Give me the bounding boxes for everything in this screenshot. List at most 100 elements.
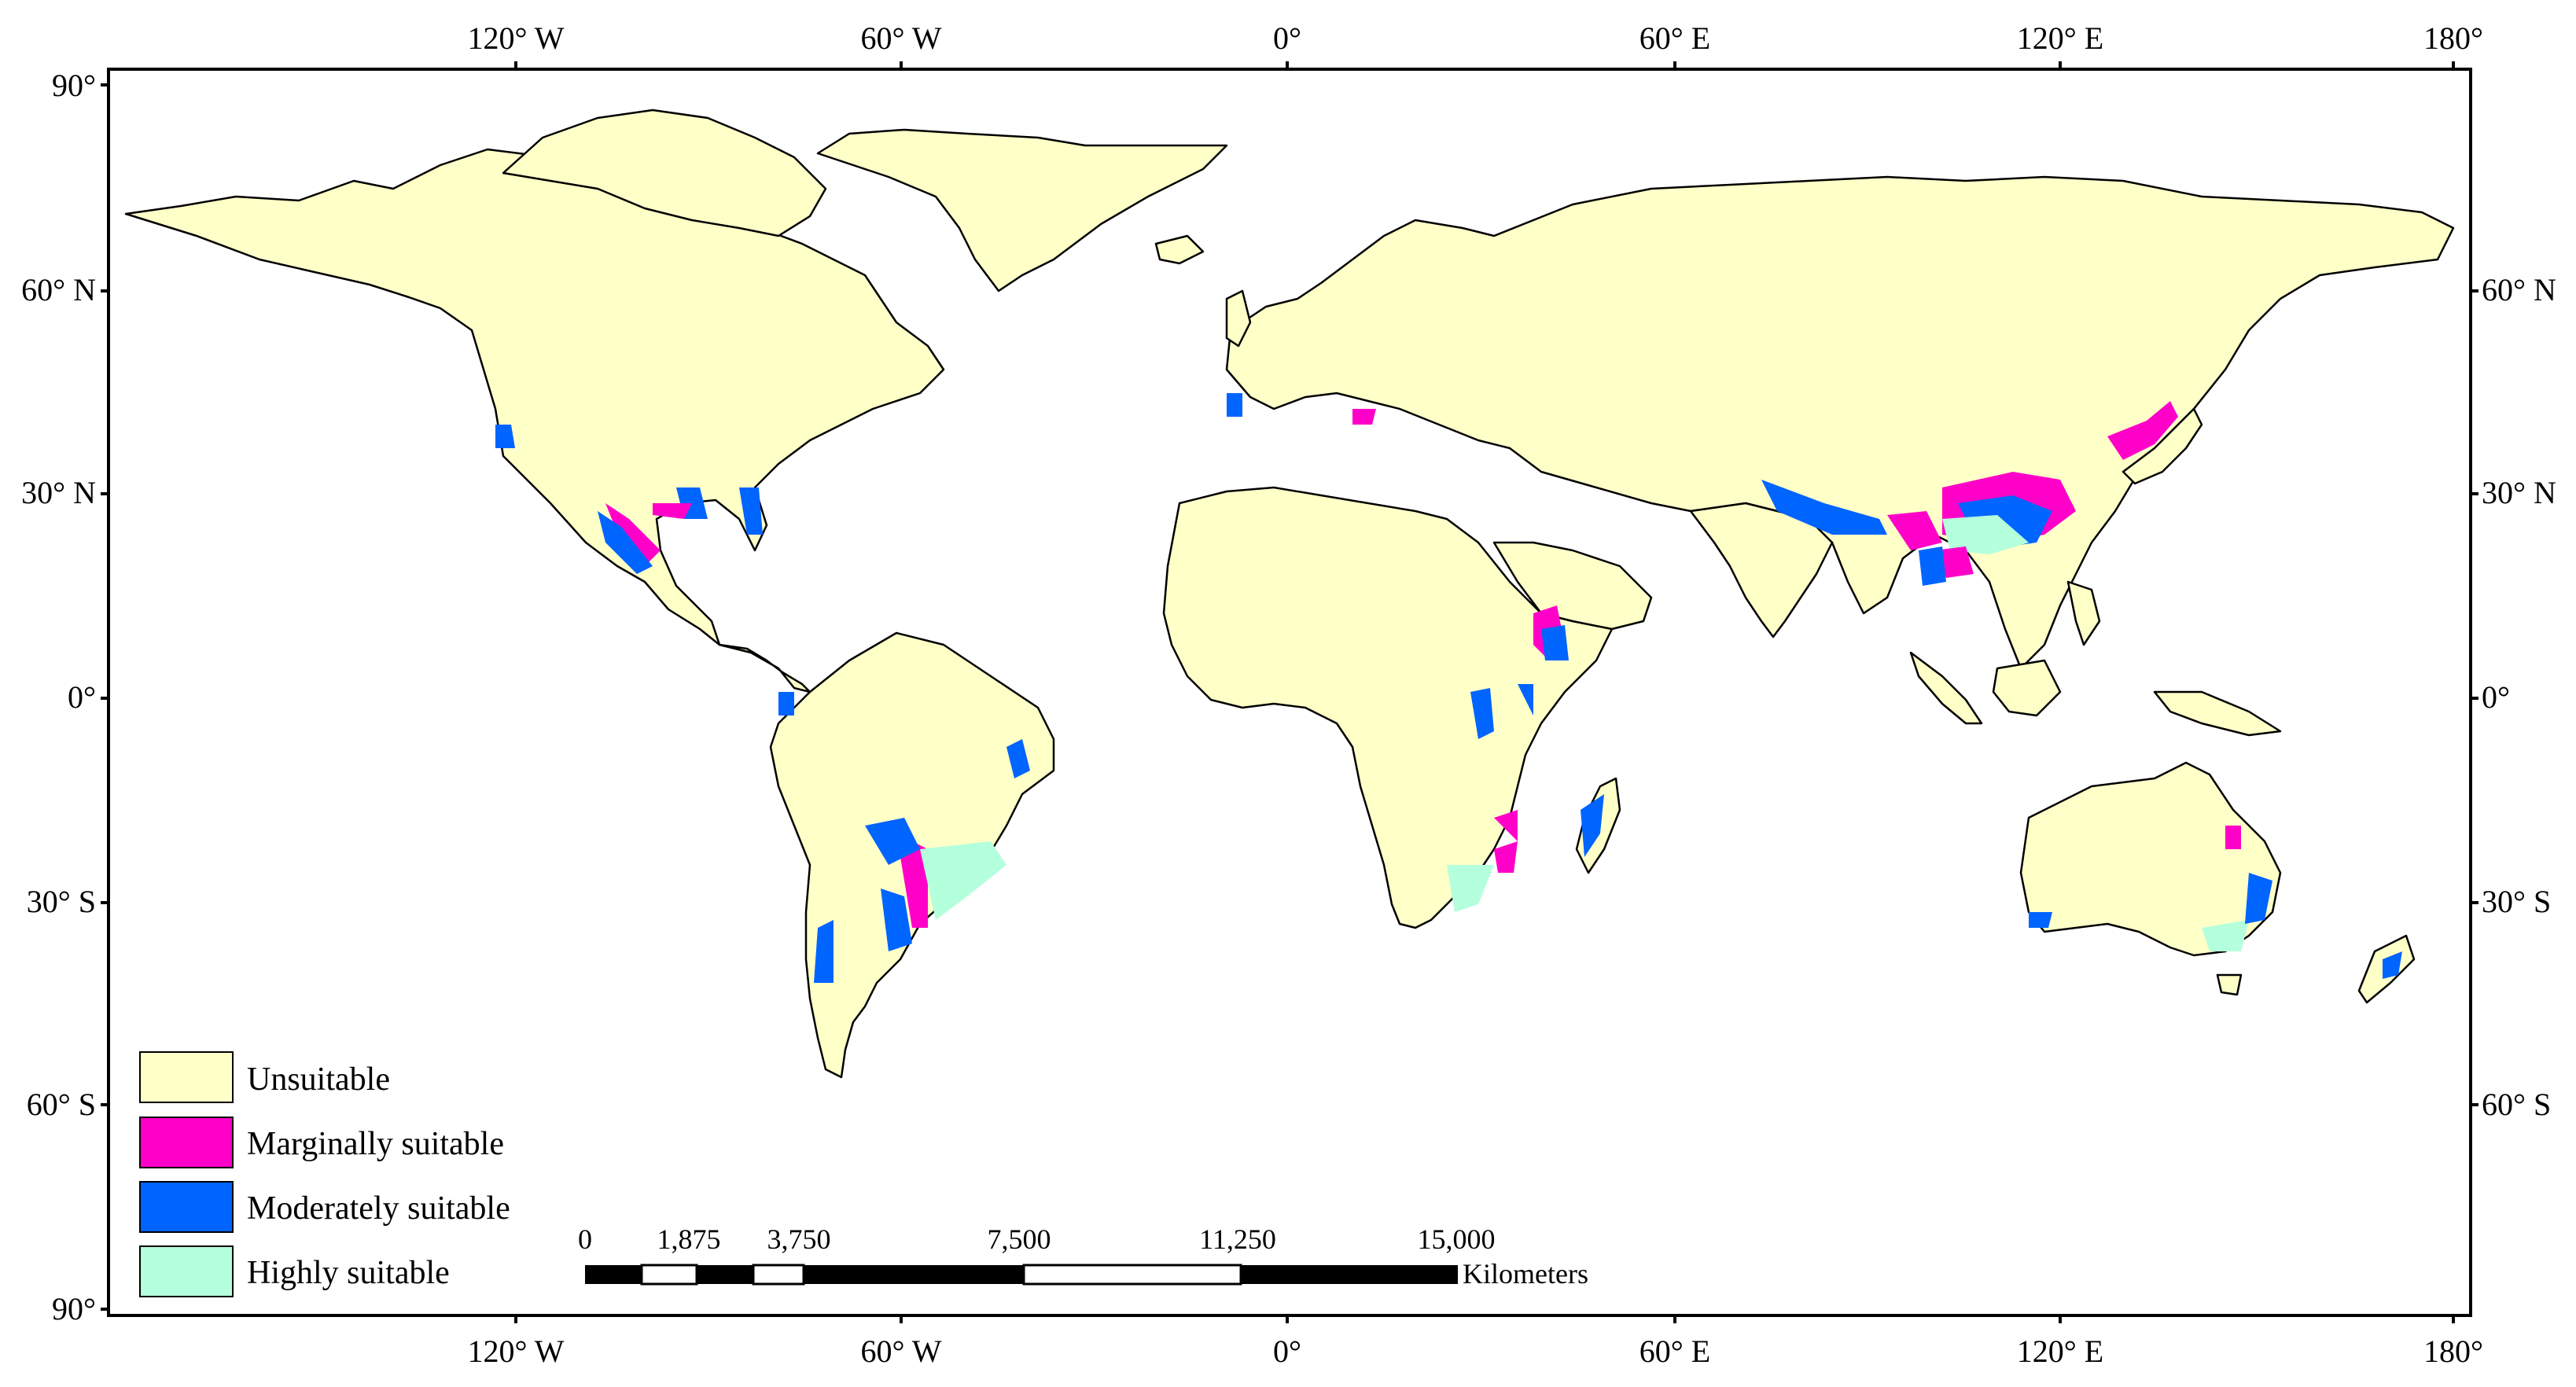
land-areas xyxy=(124,109,2455,1079)
high-patch xyxy=(2202,920,2249,951)
left-tick-label: 90° xyxy=(52,1291,96,1326)
marginal-patch xyxy=(1494,810,1518,841)
bottom-axis: 120° W 60° W 0° 60° E 120° E 180° xyxy=(467,1334,2483,1369)
marginal-patch xyxy=(2225,826,2241,849)
marginal-patch xyxy=(2107,401,2178,460)
scale-unit-label: Kilometers xyxy=(1463,1258,1588,1290)
sumatra xyxy=(1909,651,1983,725)
top-tick-label: 180° xyxy=(2423,20,2483,56)
moderate-patch xyxy=(881,888,912,951)
philippines xyxy=(2066,580,2101,646)
scale-bar-segment xyxy=(585,1265,642,1284)
moderate-patch xyxy=(1227,393,1242,417)
europe-asia xyxy=(1225,175,2455,670)
moderate-patch xyxy=(495,425,515,448)
legend-label: Unsuitable xyxy=(247,1061,390,1098)
moderate-patch xyxy=(814,920,834,983)
right-tick-label: 30° S xyxy=(2482,884,2551,919)
top-tick-label: 120° W xyxy=(467,20,564,56)
legend-label: Highly suitable xyxy=(247,1255,450,1291)
scale-bar-segment xyxy=(640,1264,698,1286)
moderate-patch xyxy=(739,487,763,535)
top-tick-label: 60° W xyxy=(860,20,941,56)
moderate-patch xyxy=(865,818,920,865)
bottom-tick-label: 60° W xyxy=(860,1334,941,1369)
legend-label: Marginally suitable xyxy=(247,1126,504,1162)
scale-tick-label: 0 xyxy=(578,1223,592,1255)
scale-bar-segment xyxy=(752,1264,805,1286)
top-tick-label: 60° E xyxy=(1639,20,1710,56)
top-axis: 120° W 60° W 0° 60° E 120° E 180° xyxy=(467,20,2483,56)
legend-swatch-moderately xyxy=(139,1181,234,1233)
legend-swatch-highly xyxy=(139,1245,234,1297)
legend-swatch-marginally xyxy=(139,1117,234,1168)
high-patch xyxy=(1942,515,2029,554)
moderate-patch xyxy=(1470,688,1494,739)
scale-tick-label: 3,750 xyxy=(767,1223,831,1255)
scale-bar-segment xyxy=(697,1265,753,1284)
scale-bar: 0 1,875 3,750 7,500 11,250 15,000 Kilome… xyxy=(578,1223,1588,1290)
moderate-patch xyxy=(2245,873,2272,924)
left-tick-label: 60° S xyxy=(27,1087,96,1122)
moderate-patch xyxy=(1919,546,1946,586)
scale-bar-segment xyxy=(804,1265,1024,1284)
high-patch xyxy=(1447,865,1494,912)
bottom-tick-label: 0° xyxy=(1273,1334,1301,1369)
bottom-tick-label: 120° W xyxy=(467,1334,564,1369)
moderate-patch xyxy=(1761,480,1887,535)
greenland xyxy=(816,128,1228,292)
right-tick-label: 0° xyxy=(2482,679,2510,715)
scale-bar-segment xyxy=(1241,1265,1458,1284)
bottom-tick-label: 120° E xyxy=(2017,1334,2103,1369)
moderate-patch xyxy=(1006,739,1030,778)
left-axis: 90° 60° N 30° N 0° 30° S 60° S 90° xyxy=(21,68,96,1326)
right-tick-label: 30° N xyxy=(2482,475,2556,510)
right-axis: 60° N 30° N 0° 30° S 60° S xyxy=(2482,272,2556,1122)
high-patch xyxy=(920,841,1006,920)
right-tick-label: 60° S xyxy=(2482,1087,2551,1122)
moderate-patch xyxy=(2383,951,2402,979)
legend-swatch-unsuitable xyxy=(139,1051,234,1103)
australia xyxy=(2019,761,2282,957)
scale-tick-label: 11,250 xyxy=(1199,1223,1276,1255)
suitability-patches xyxy=(495,393,2402,983)
canadian-arctic-islands xyxy=(502,109,827,237)
moderate-patch xyxy=(778,692,794,716)
left-tick-label: 30° S xyxy=(27,884,96,919)
japan xyxy=(2122,407,2203,485)
marginal-patch xyxy=(1887,511,1942,550)
moderate-patch xyxy=(1518,684,1533,716)
marginal-patch xyxy=(1494,841,1518,873)
top-tick-label: 0° xyxy=(1273,20,1301,56)
right-tick-label: 60° N xyxy=(2482,272,2556,307)
legend: Unsuitable Marginally suitable Moderatel… xyxy=(139,1051,510,1297)
tasmania xyxy=(2216,973,2243,996)
moderate-patch xyxy=(2029,912,2052,928)
great-britain xyxy=(1225,289,1252,348)
bottom-tick-label: 180° xyxy=(2423,1334,2483,1369)
legend-label: Moderately suitable xyxy=(247,1190,510,1227)
top-tick-label: 120° E xyxy=(2017,20,2103,56)
left-tick-label: 90° xyxy=(52,68,96,103)
iceland xyxy=(1154,234,1205,265)
new-guinea xyxy=(2153,690,2282,737)
scale-tick-label: 15,000 xyxy=(1418,1223,1496,1255)
marginal-patch xyxy=(605,503,661,566)
central-america xyxy=(718,643,811,694)
frame-ticks xyxy=(101,61,2478,1323)
marginal-patch xyxy=(653,503,692,519)
marginal-patch xyxy=(1352,409,1376,425)
left-tick-label: 60° N xyxy=(21,272,96,307)
left-tick-label: 0° xyxy=(68,679,96,715)
scale-bar-segment xyxy=(1022,1264,1242,1286)
scale-tick-label: 1,875 xyxy=(657,1223,721,1255)
left-tick-label: 30° N xyxy=(21,475,96,510)
borneo xyxy=(1992,659,2062,717)
moderate-patch xyxy=(598,511,653,574)
arabia xyxy=(1492,541,1653,631)
bottom-tick-label: 60° E xyxy=(1639,1334,1710,1369)
scale-tick-label: 7,500 xyxy=(988,1223,1051,1255)
moderate-patch xyxy=(1581,794,1604,857)
moderate-patch xyxy=(1541,625,1569,660)
